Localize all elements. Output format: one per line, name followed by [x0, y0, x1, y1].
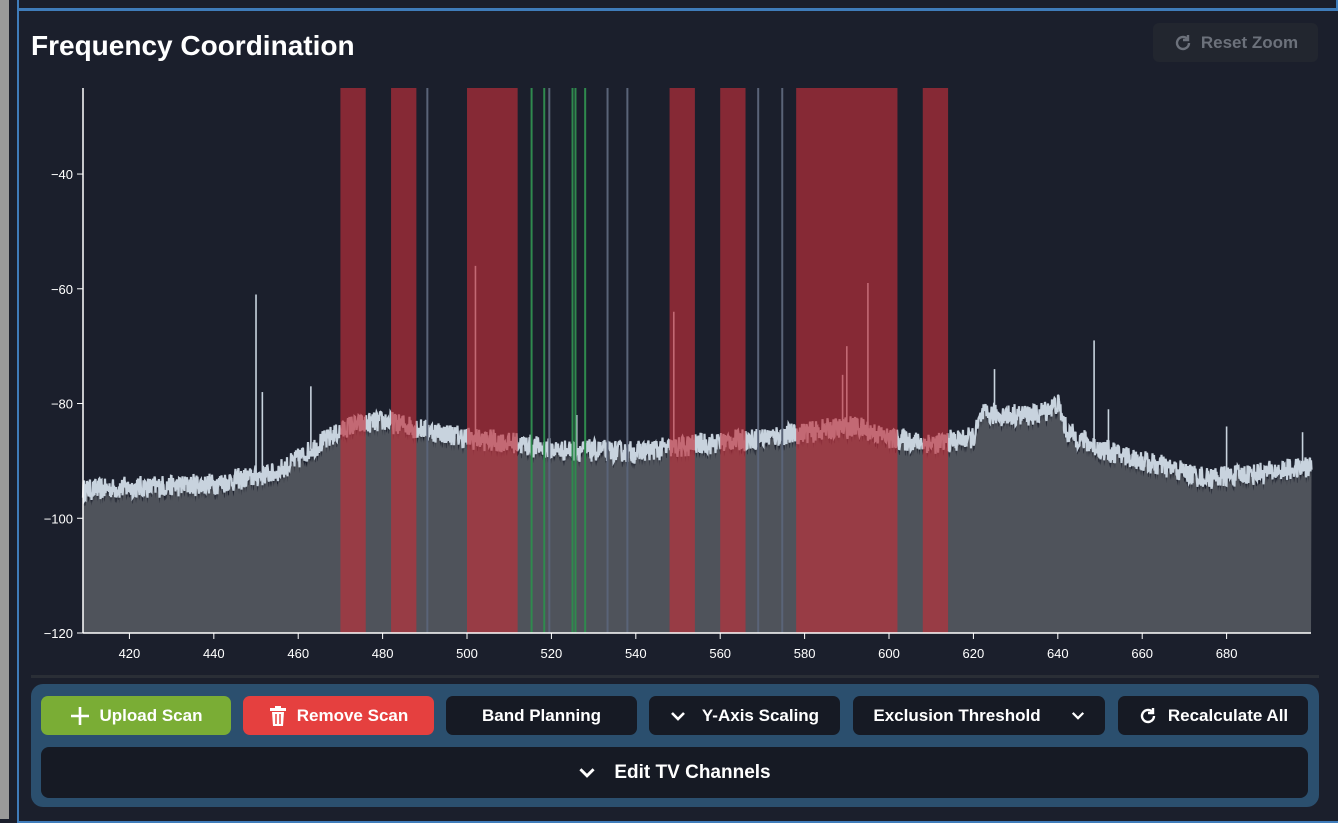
edit-tv-channels-button[interactable]: Edit TV Channels: [41, 747, 1308, 798]
y-tick-label: −80: [51, 397, 73, 412]
excluded-tv-band: [340, 88, 366, 633]
excluded-tv-band: [922, 88, 949, 633]
page-title: Frequency Coordination: [31, 30, 355, 61]
plus-icon: [70, 706, 89, 725]
y-tick-label: −40: [51, 167, 73, 182]
x-tick-label: 520: [541, 646, 563, 661]
x-tick-label: 420: [119, 646, 141, 661]
window-gap: [9, 0, 17, 819]
x-tick-label: 620: [963, 646, 985, 661]
x-tick-label: 460: [287, 646, 309, 661]
refresh-icon: [1140, 707, 1156, 723]
remove-scan-button[interactable]: Remove Scan: [243, 696, 434, 735]
band-planning-label: Band Planning: [482, 705, 601, 725]
excluded-tv-band: [391, 88, 417, 633]
exclusion-threshold-label: Exclusion Threshold: [873, 705, 1041, 725]
spectrum-chart[interactable]: 420 440 460 480 500 520 540 560 580 600 620 640 660 6…: [0, 0, 1338, 680]
recalculate-all-label: Recalculate All: [1167, 705, 1289, 725]
excluded-tv-band: [669, 88, 695, 633]
x-tick-label: 580: [794, 646, 816, 661]
x-tick-label: 640: [1047, 646, 1069, 661]
x-tick-label: 680: [1216, 646, 1238, 661]
excluded-tv-band: [796, 88, 898, 633]
x-tick-label: 540: [625, 646, 647, 661]
trash-icon: [269, 705, 286, 726]
y-tick-label: −100: [44, 511, 73, 526]
excluded-tv-band: [467, 88, 518, 633]
x-tick-label: 500: [456, 646, 478, 661]
spectrum-fill: [83, 400, 1312, 633]
x-tick-label: 560: [709, 646, 731, 661]
window-edge: [0, 0, 9, 819]
chevron-down-icon: [1071, 712, 1084, 720]
x-tick-label: 660: [1131, 646, 1153, 661]
toolbar: Upload Scan Remove Scan Band Planning Y-…: [31, 684, 1319, 807]
recalculate-all-button[interactable]: Recalculate All: [1118, 696, 1308, 735]
y-axis-scaling-label: Y-Axis Scaling: [701, 705, 820, 725]
reset-zoom-button[interactable]: Reset Zoom: [1153, 23, 1318, 62]
spectrum-trace: [81, 394, 1313, 505]
x-tick-label: 440: [203, 646, 225, 661]
reset-zoom-label: Reset Zoom: [1200, 32, 1299, 52]
x-tick-label: 600: [878, 646, 900, 661]
chevron-down-icon: [579, 768, 595, 778]
edit-tv-channels-label: Edit TV Channels: [614, 761, 771, 783]
band-planning-button[interactable]: Band Planning: [446, 696, 637, 735]
upload-scan-label: Upload Scan: [99, 705, 203, 725]
upload-scan-button[interactable]: Upload Scan: [41, 696, 231, 735]
y-tick-label: −60: [51, 282, 73, 297]
exclusion-threshold-select[interactable]: Exclusion Threshold: [853, 696, 1105, 735]
remove-scan-label: Remove Scan: [296, 705, 409, 725]
chart-divider: [31, 675, 1319, 678]
excluded-tv-band: [720, 88, 746, 633]
y-tick-label: −120: [44, 626, 73, 641]
x-tick-label: 480: [372, 646, 394, 661]
refresh-icon: [1175, 34, 1191, 50]
chevron-down-icon: [670, 711, 685, 721]
y-axis-scaling-button[interactable]: Y-Axis Scaling: [649, 696, 840, 735]
